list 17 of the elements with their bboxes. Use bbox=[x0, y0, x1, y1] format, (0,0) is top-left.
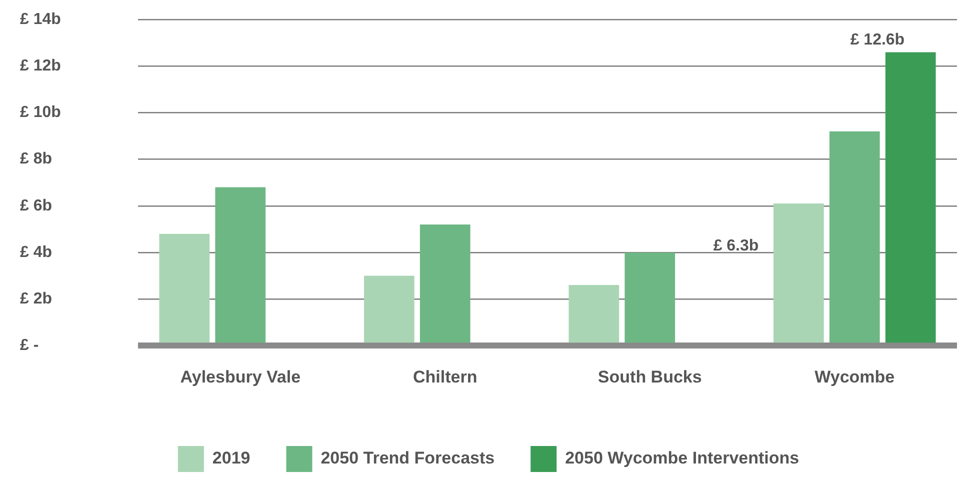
legend-label: 2050 Wycombe Interventions bbox=[565, 448, 800, 468]
data-label: £ 12.6b bbox=[850, 32, 905, 49]
x-tick-label: Chiltern bbox=[413, 367, 478, 386]
y-tick-label: £ 10b bbox=[20, 104, 62, 122]
y-tick-label: £ 6b bbox=[20, 197, 52, 214]
y-tick-label: £ 2b bbox=[20, 290, 52, 308]
x-tick-label: South Bucks bbox=[598, 367, 702, 386]
x-tick-label: Aylesbury Vale bbox=[180, 367, 301, 386]
y-tick-label: £ 8b bbox=[20, 150, 52, 168]
y-tick-label: £ 14b bbox=[20, 11, 62, 28]
legend-label: 2050 Trend Forecasts bbox=[320, 448, 495, 468]
y-tick-label: £ 12b bbox=[20, 58, 62, 75]
x-tick-label: Wycombe bbox=[814, 367, 895, 386]
y-tick-label: £ - bbox=[20, 337, 39, 354]
legend-label: 2019 bbox=[212, 448, 250, 468]
annotation: £ 6.3b bbox=[713, 238, 759, 255]
y-tick-label: £ 4b bbox=[20, 244, 52, 261]
